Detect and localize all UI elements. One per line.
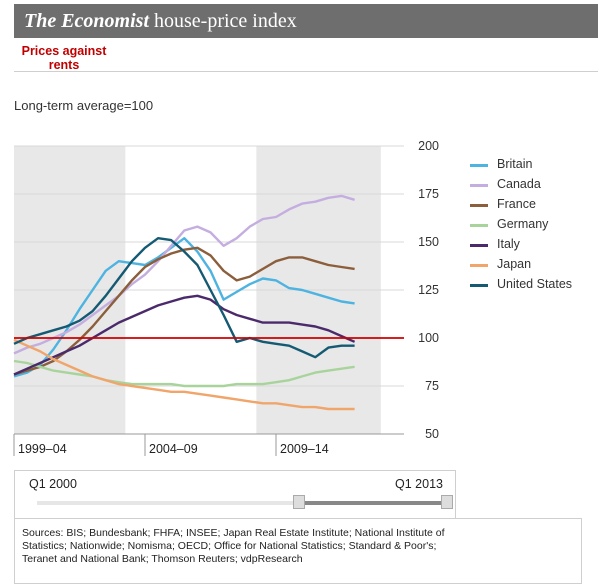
y-tick-label-150: 150 xyxy=(418,235,439,249)
series-line-united-states xyxy=(13,236,355,359)
y-tick-label-125: 125 xyxy=(418,283,439,297)
chart-subtitle: Long-term average=100 xyxy=(14,98,154,113)
slider-end-label: Q1 2013 xyxy=(395,477,443,491)
legend-label: United States xyxy=(497,277,573,291)
legend-label: Germany xyxy=(497,217,549,231)
tab-label-line1: Prices against xyxy=(21,44,107,58)
slider-handle-end[interactable] xyxy=(441,495,453,509)
legend-label: France xyxy=(497,197,536,211)
y-tick-label-200: 200 xyxy=(418,139,439,153)
tab-divider xyxy=(14,71,598,72)
x-tick-label-0: 1999–04 xyxy=(18,442,67,456)
title-italic: The Economist xyxy=(24,10,150,32)
x-tick-label-1: 2004–09 xyxy=(149,442,198,456)
series-line-canada xyxy=(13,194,355,355)
slider-track[interactable] xyxy=(37,501,447,505)
series-line-italy xyxy=(13,294,356,376)
legend-swatch xyxy=(470,264,488,267)
legend-label: Japan xyxy=(497,257,532,271)
legend-swatch xyxy=(470,184,488,187)
legend-swatch xyxy=(470,164,488,167)
header-bar: The Economist house-price index xyxy=(14,4,598,38)
chart-title: The Economist house-price index xyxy=(24,10,297,33)
sources-text: Sources: BIS; Bundesbank; FHFA; INSEE; J… xyxy=(22,527,445,565)
slider-selected-range xyxy=(299,501,447,505)
title-rest: house-price index xyxy=(154,10,297,32)
series-line-germany xyxy=(13,359,355,388)
x-tick-label-2: 2009–14 xyxy=(280,442,329,456)
legend-swatch xyxy=(470,224,488,227)
sources-box: Sources: BIS; Bundesbank; FHFA; INSEE; J… xyxy=(14,518,582,584)
y-tick-label-100: 100 xyxy=(418,331,439,345)
tab-label-line2: rents xyxy=(48,58,80,72)
chart-svg: 50 75 100 125 150 175 200 1999–04 2004–09 2009–14 xyxy=(13,139,439,456)
y-tick-label-175: 175 xyxy=(418,187,439,201)
slider-start-label: Q1 2000 xyxy=(29,477,77,491)
legend-swatch xyxy=(470,284,488,287)
y-tick-label-50: 50 xyxy=(425,427,439,441)
legend-label: Canada xyxy=(497,177,541,191)
tab-prices-against-rents[interactable]: Prices against rents xyxy=(18,44,110,72)
legend-swatch xyxy=(470,244,488,247)
series-line-japan xyxy=(13,338,355,411)
time-slider: Q1 2000 Q1 2013 xyxy=(14,470,456,519)
legend-label: Italy xyxy=(497,237,520,251)
y-tick-label-75: 75 xyxy=(425,379,439,393)
series-line-france xyxy=(13,246,355,376)
legend-swatch xyxy=(470,204,488,207)
legend-label: Britain xyxy=(497,157,533,171)
slider-handle-start[interactable] xyxy=(293,495,305,509)
